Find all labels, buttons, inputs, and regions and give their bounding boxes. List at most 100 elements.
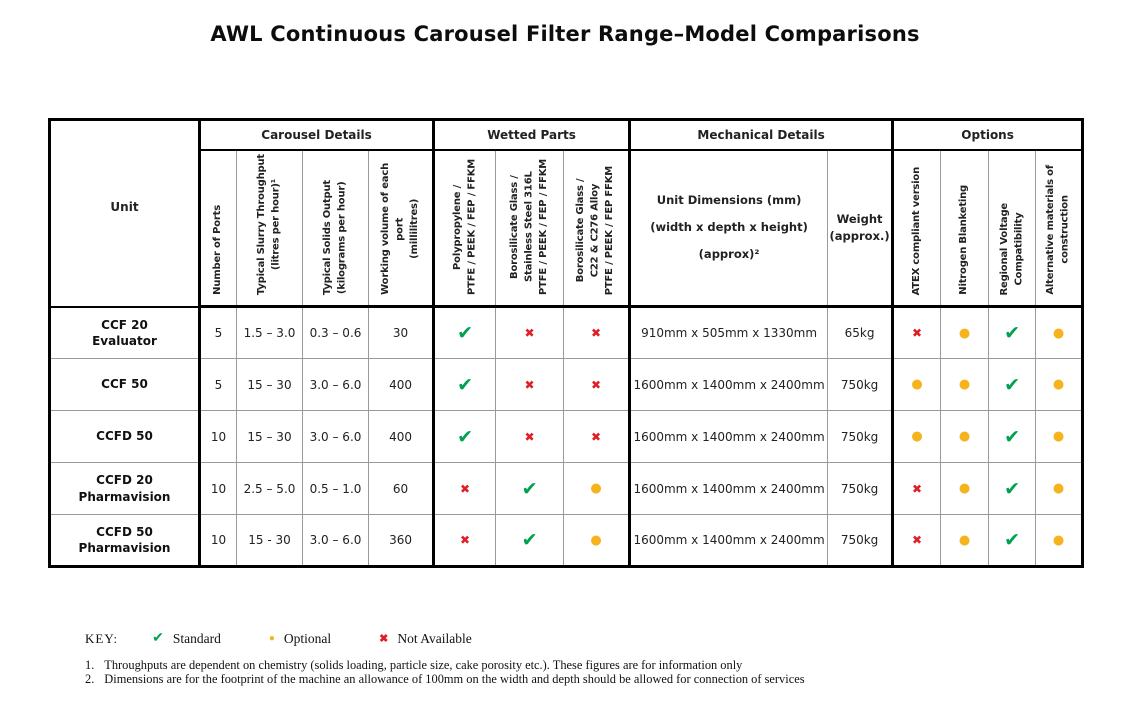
cell-borosilicate-ss316l: ✔ bbox=[495, 514, 565, 567]
cell-atex: ✖ bbox=[891, 514, 942, 567]
cell-borosilicate-ss316l: ✖ bbox=[495, 410, 565, 463]
not-available-cross-icon: ✖ bbox=[460, 533, 471, 547]
key-item-label: Not Available bbox=[397, 630, 472, 646]
cell-polypropylene: ✖ bbox=[432, 462, 497, 515]
cell-atex: ● bbox=[891, 410, 942, 463]
cell-borosilicate-c22-c276: ✖ bbox=[563, 358, 631, 411]
cell-number-of-ports: 10 bbox=[198, 410, 237, 463]
not-available-cross-icon: ✖ bbox=[912, 481, 923, 496]
standard-check-icon: ✔ bbox=[457, 425, 473, 448]
group-header-mechanical-details: Mechanical Details bbox=[628, 119, 894, 151]
key-label: KEY: bbox=[85, 630, 119, 646]
optional-dot-icon: ● bbox=[911, 377, 923, 392]
footnote-number: 1. bbox=[85, 658, 95, 672]
standard-check-icon: ✔ bbox=[1004, 425, 1021, 448]
column-header-nitrogen-blanketing: Nitrogen Blanketing bbox=[940, 149, 990, 308]
cell-borosilicate-c22-c276: ● bbox=[563, 462, 631, 515]
footnote-text: Dimensions are for the footprint of the … bbox=[104, 672, 805, 686]
cell-slurry-throughput: 1.5 – 3.0 bbox=[236, 306, 303, 359]
standard-check-icon: ✔ bbox=[1004, 322, 1021, 344]
table-row: CCFD 50 Pharmavision 10 15 - 30 3.0 – 6.0 36… bbox=[49, 514, 1084, 567]
not-available-cross-icon: ✖ bbox=[591, 377, 602, 392]
cell-borosilicate-c22-c276: ✖ bbox=[563, 410, 631, 463]
cell-slurry-throughput: 15 – 30 bbox=[236, 358, 303, 411]
cell-nitrogen-blanketing: ● bbox=[940, 514, 990, 567]
standard-check-icon: ✔ bbox=[457, 322, 473, 344]
cell-slurry-throughput: 2.5 – 5.0 bbox=[236, 462, 303, 515]
not-available-cross-icon: ✖ bbox=[524, 326, 535, 340]
cell-working-volume: 60 bbox=[367, 462, 435, 515]
optional-dot-icon: ● bbox=[590, 532, 602, 548]
footnote-text: Throughputs are dependent on chemistry (… bbox=[104, 658, 743, 672]
optional-dot-icon: ● bbox=[1052, 481, 1065, 496]
cell-nitrogen-blanketing: ● bbox=[940, 306, 990, 359]
cell-working-volume: 360 bbox=[367, 514, 435, 567]
cell-borosilicate-ss316l: ✖ bbox=[495, 306, 565, 359]
cell-alternative-materials: ● bbox=[1035, 514, 1084, 567]
cell-regional-voltage: ✔ bbox=[988, 410, 1037, 463]
cell-slurry-throughput: 15 - 30 bbox=[236, 514, 303, 567]
cell-borosilicate-ss316l: ✖ bbox=[495, 358, 565, 411]
standard-check-icon: ✔ bbox=[521, 529, 538, 551]
column-header-slurry-throughput: Typical Slurry Throughput (litres per ho… bbox=[236, 149, 303, 308]
cell-unit: CCFD 20 Pharmavision bbox=[49, 462, 200, 515]
table-row: CCFD 20 Pharmavision 10 2.5 – 5.0 0.5 – 1.0… bbox=[49, 462, 1084, 515]
standard-check-icon: ✔ bbox=[1004, 373, 1021, 396]
not-available-cross-icon: ✖ bbox=[912, 326, 923, 340]
page-title: AWL Continuous Carousel Filter Range–Mod… bbox=[210, 22, 920, 46]
optional-dot-icon: ● bbox=[1052, 325, 1065, 341]
optional-dot-icon: ● bbox=[958, 325, 971, 341]
cell-atex: ● bbox=[891, 358, 942, 411]
cell-atex: ✖ bbox=[891, 462, 942, 515]
cell-weight: 750kg bbox=[827, 358, 894, 411]
cell-regional-voltage: ✔ bbox=[988, 306, 1037, 359]
cell-polypropylene: ✖ bbox=[432, 514, 497, 567]
footnote: 2. Dimensions are for the footprint of th… bbox=[85, 672, 805, 686]
table-row: CCF 20 Evaluator 5 1.5 – 3.0 0.3 – 0.6 30 ✔ ✖ ✖… bbox=[49, 306, 1084, 359]
cell-unit: CCFD 50 bbox=[49, 410, 200, 463]
cell-solids-output: 0.3 – 0.6 bbox=[302, 306, 369, 359]
group-header-carousel-details: Carousel Details bbox=[197, 119, 435, 151]
group-header-row: Unit Carousel Details Wetted Parts Mecha… bbox=[49, 119, 1084, 308]
cell-regional-voltage: ✔ bbox=[988, 358, 1037, 411]
unit-column-label: Unit bbox=[110, 200, 139, 215]
cell-weight: 750kg bbox=[827, 462, 894, 515]
column-header-solids-output: Typical Solids Output (kilograms per hou… bbox=[302, 149, 369, 308]
cell-unit: CCF 50 bbox=[49, 358, 200, 411]
cell-unit-dimensions: 1600mm x 1400mm x 2400mm bbox=[628, 462, 829, 515]
optional-dot-icon: ● bbox=[268, 633, 275, 644]
cell-solids-output: 3.0 – 6.0 bbox=[302, 514, 369, 567]
cell-borosilicate-ss316l: ✔ bbox=[495, 462, 565, 515]
cell-working-volume: 400 bbox=[367, 358, 435, 411]
optional-dot-icon: ● bbox=[1052, 377, 1065, 392]
optional-dot-icon: ● bbox=[1052, 532, 1065, 548]
column-header-number-of-ports: Number of Ports bbox=[198, 149, 237, 308]
not-available-cross-icon: ✖ bbox=[379, 633, 389, 645]
key-items: ✔ Standard ● Optional ✖ Not Available bbox=[152, 630, 520, 647]
key-item-label: Optional bbox=[283, 630, 332, 646]
cell-number-of-ports: 5 bbox=[198, 358, 237, 411]
key-item: ✖ Not Available bbox=[379, 630, 472, 647]
cell-atex: ✖ bbox=[891, 306, 942, 359]
standard-check-icon: ✔ bbox=[521, 477, 538, 500]
cell-alternative-materials: ● bbox=[1035, 358, 1084, 411]
optional-dot-icon: ● bbox=[911, 429, 923, 444]
cell-weight: 750kg bbox=[827, 410, 894, 463]
standard-check-icon: ✔ bbox=[152, 631, 164, 646]
column-header-row: Number of Ports Typical Slurry Throughpu… bbox=[50, 149, 1084, 308]
cell-nitrogen-blanketing: ● bbox=[940, 410, 990, 463]
standard-check-icon: ✔ bbox=[457, 373, 473, 396]
not-available-cross-icon: ✖ bbox=[524, 429, 535, 444]
cell-solids-output: 3.0 – 6.0 bbox=[302, 358, 369, 411]
footnote: 1. Throughputs are dependent on chemistry… bbox=[85, 658, 805, 672]
column-header-alternative-materials: Alternative materials of construction bbox=[1035, 149, 1084, 308]
column-header-borosilicate-c22-c276: Borosilicate Glass / C22 & C276 Alloy PT… bbox=[563, 149, 631, 308]
cell-alternative-materials: ● bbox=[1035, 462, 1084, 515]
not-available-cross-icon: ✖ bbox=[912, 533, 923, 547]
optional-dot-icon: ● bbox=[590, 481, 602, 496]
cell-nitrogen-blanketing: ● bbox=[940, 358, 990, 411]
table-row: CCF 50 5 15 – 30 3.0 – 6.0 400 ✔ ✖ ✖ 1600mm x 14… bbox=[49, 358, 1084, 411]
key-item-label: Standard bbox=[172, 630, 221, 646]
column-header-weight: Weight (approx.) bbox=[827, 149, 894, 308]
